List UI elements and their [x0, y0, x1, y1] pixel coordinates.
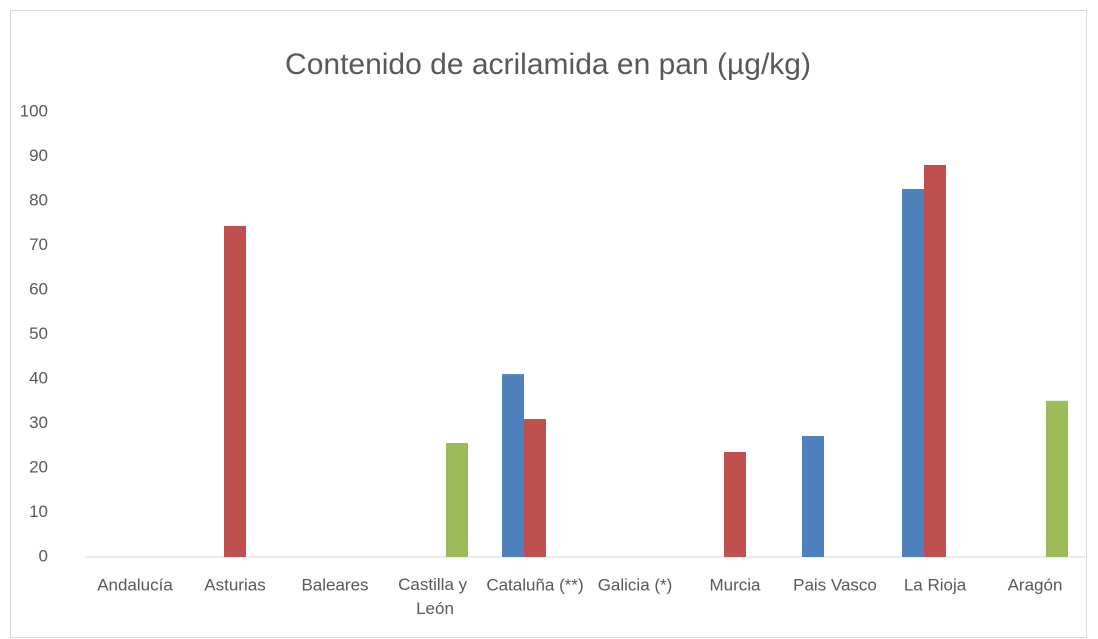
bar [802, 435, 824, 557]
chart-title: Contenido de acrilamida en pan (µg/kg) [285, 48, 811, 81]
y-tick-label: 90 [29, 146, 48, 165]
x-tick-label: Galicia (*) [598, 575, 673, 594]
bar [446, 443, 468, 557]
y-tick-label: 10 [29, 502, 48, 521]
y-tick-label: 60 [29, 279, 48, 298]
x-tick-label: Murcia [709, 575, 761, 594]
y-tick-label: 0 [39, 546, 48, 565]
bar [724, 451, 746, 557]
y-tick-label: 40 [29, 368, 48, 387]
x-tick-label: Baleares [301, 575, 368, 594]
y-tick-label: 30 [29, 413, 48, 432]
x-tick-label: Pais Vasco [793, 575, 877, 594]
y-tick-label: 70 [29, 235, 48, 254]
x-tick-label: Castilla y León [398, 575, 472, 618]
bar [1046, 400, 1068, 557]
bar [502, 374, 524, 557]
y-tick-label: 50 [29, 324, 48, 343]
bar [924, 164, 946, 557]
x-tick-label: Cataluña (**) [486, 575, 583, 594]
y-tick-label: 80 [29, 190, 48, 209]
x-tick-label: Asturias [204, 575, 265, 594]
x-tick-label: La Rioja [904, 575, 967, 594]
x-tick-label: Andalucía [97, 575, 173, 594]
bar [224, 225, 246, 558]
bar [902, 188, 924, 558]
bar [524, 419, 546, 557]
y-tick-label: 20 [29, 457, 48, 476]
x-tick-label: Aragón [1008, 575, 1063, 594]
y-tick-label: 100 [20, 101, 48, 120]
